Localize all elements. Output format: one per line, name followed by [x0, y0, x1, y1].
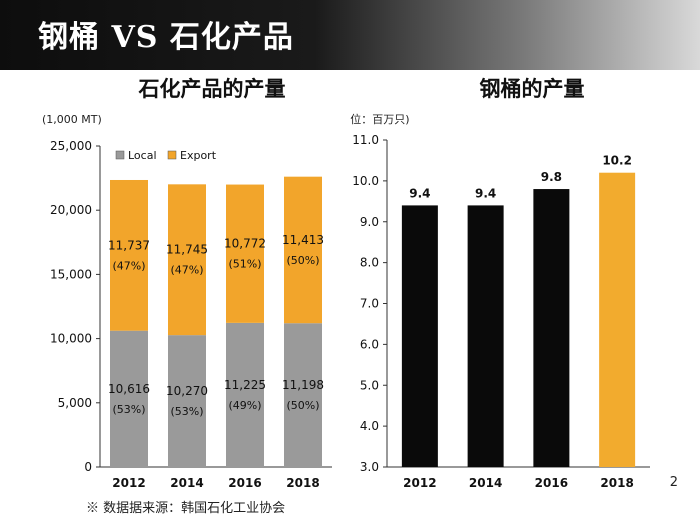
- y-tick-label: 5.0: [360, 378, 379, 392]
- bar-export-2012: [110, 179, 148, 331]
- share-label: (53%): [170, 405, 203, 418]
- chart-title: 石化产品的产量: [138, 77, 286, 101]
- legend-swatch-export: [167, 150, 177, 160]
- data-label: 9.4: [409, 186, 430, 200]
- x-tick-label: 2016: [535, 476, 568, 490]
- y-tick-label: 8.0: [360, 256, 379, 270]
- bar-export-2016: [226, 184, 264, 323]
- share-label: (49%): [228, 399, 261, 412]
- y-tick-label: 11.0: [352, 133, 379, 147]
- data-label: 10,270: [166, 384, 208, 398]
- data-label: 9.8: [541, 170, 562, 184]
- y-tick-label: 15,000: [50, 267, 92, 281]
- bar-2014: [467, 205, 504, 467]
- y-tick-label: 4.0: [360, 419, 379, 433]
- data-label: 11,737: [108, 238, 150, 252]
- bar-local-2016: [226, 322, 264, 467]
- x-tick-label: 2016: [228, 476, 261, 490]
- share-label: (47%): [112, 259, 145, 272]
- share-label: (51%): [228, 258, 261, 271]
- page-title: 钢桶 VS 石化产品: [38, 20, 294, 55]
- y-tick-label: 25,000: [50, 139, 92, 153]
- header-bar: 钢桶 VS 石化产品: [0, 0, 700, 70]
- legend-swatch-local: [115, 150, 125, 160]
- y-tick-label: 20,000: [50, 203, 92, 217]
- data-label: 11,225: [224, 378, 266, 392]
- y-tick-label: 10,000: [50, 332, 92, 346]
- share-label: (47%): [170, 264, 203, 277]
- legend-label-export: Export: [180, 149, 217, 162]
- page-number: 2: [669, 475, 678, 490]
- data-label: 11,413: [282, 233, 324, 247]
- source-note: ※ 数据据来源：韩国石化工业协会: [86, 501, 286, 516]
- y-tick-label: 5,000: [58, 396, 92, 410]
- unit-label: (单位：百万只): [350, 112, 410, 126]
- bar-local-2014: [168, 335, 206, 467]
- y-tick-label: 6.0: [360, 337, 379, 351]
- unit-label: (1,000 MT): [42, 113, 102, 126]
- share-label: (50%): [286, 254, 319, 267]
- x-tick-label: 2014: [469, 476, 502, 490]
- y-tick-label: 7.0: [360, 297, 379, 311]
- y-tick-label: 0: [84, 460, 92, 474]
- petrochemical-production-chart: 石化产品的产量 (1,000 MT) 0 5,000 10,000 15,000 20,00…: [42, 77, 332, 490]
- y-tick-label: 9.0: [360, 215, 379, 229]
- y-tick-label: 3.0: [360, 460, 379, 474]
- x-tick-label: 2012: [403, 476, 436, 490]
- bar-2018: [599, 172, 636, 467]
- legend-label-local: Local: [128, 149, 157, 162]
- y-tick-label: 10.0: [352, 174, 379, 188]
- share-label: (53%): [112, 403, 145, 416]
- bar-export-2014: [168, 184, 206, 336]
- bar-export-2018: [284, 176, 322, 324]
- data-label: 9.4: [475, 186, 496, 200]
- data-label: 11,745: [166, 243, 208, 257]
- bar-local-2012: [110, 330, 148, 467]
- data-label: 11,198: [282, 378, 324, 392]
- chart-title: 钢桶的产量: [480, 77, 585, 101]
- x-tick-label: 2018: [600, 476, 633, 490]
- bar-2012: [401, 205, 438, 467]
- x-tick-label: 2018: [286, 476, 319, 490]
- share-label: (50%): [286, 399, 319, 412]
- steel-drum-production-chart: 钢桶的产量 (单位：百万只) 3.0 4.0 5.0 6.0 7.0 8.0 9.0 10.0 11…: [350, 77, 650, 490]
- data-label: 10,772: [224, 237, 266, 251]
- bar-2016: [533, 189, 570, 468]
- data-label: 10.2: [602, 154, 632, 168]
- x-tick-label: 2012: [112, 476, 145, 490]
- bar-local-2018: [284, 323, 322, 467]
- x-tick-label: 2014: [170, 476, 203, 490]
- data-label: 10,616: [108, 382, 150, 396]
